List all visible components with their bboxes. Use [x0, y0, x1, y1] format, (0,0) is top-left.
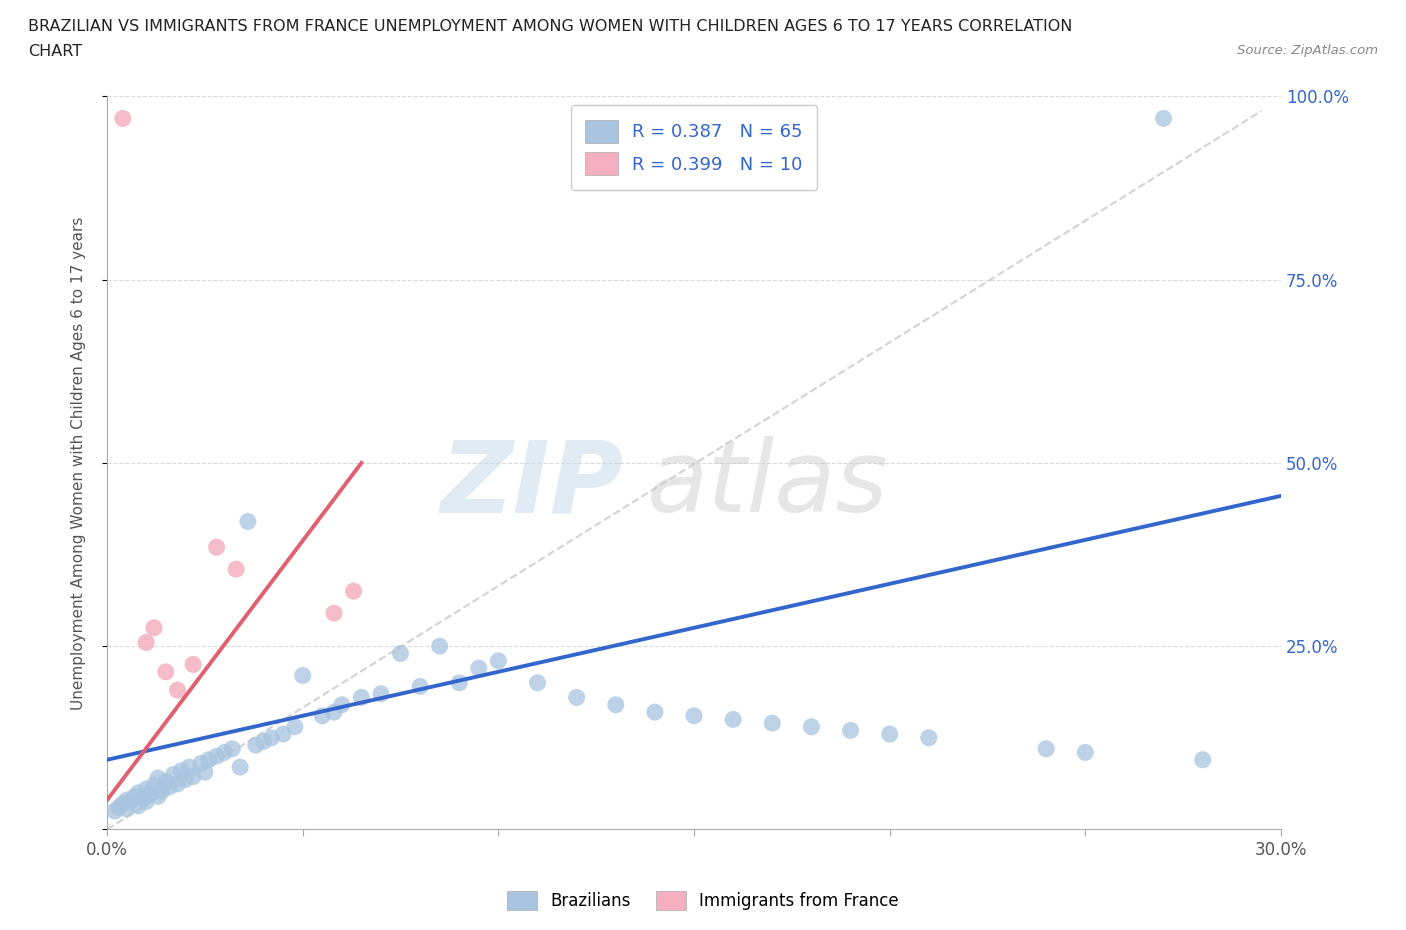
Point	[162, 767, 184, 782]
Point	[166, 777, 188, 791]
Point	[135, 781, 157, 796]
Point	[1074, 745, 1097, 760]
Point	[761, 716, 783, 731]
Point	[252, 734, 274, 749]
Point	[323, 705, 346, 720]
Text: ZIP: ZIP	[440, 436, 624, 534]
Point	[245, 737, 267, 752]
Text: Source: ZipAtlas.com: Source: ZipAtlas.com	[1237, 44, 1378, 57]
Point	[104, 804, 127, 818]
Point	[214, 745, 236, 760]
Point	[409, 679, 432, 694]
Point	[225, 562, 247, 577]
Point	[159, 779, 181, 794]
Point	[526, 675, 548, 690]
Point	[111, 111, 134, 126]
Point	[486, 654, 509, 669]
Point	[291, 668, 314, 683]
Legend: Brazilians, Immigrants from France: Brazilians, Immigrants from France	[501, 884, 905, 917]
Point	[1153, 111, 1175, 126]
Point	[342, 584, 364, 599]
Text: CHART: CHART	[28, 44, 82, 59]
Point	[150, 784, 173, 799]
Point	[800, 719, 823, 734]
Point	[143, 620, 166, 635]
Point	[155, 775, 177, 790]
Y-axis label: Unemployment Among Women with Children Ages 6 to 17 years: Unemployment Among Women with Children A…	[72, 216, 86, 710]
Point	[605, 698, 627, 712]
Legend: R = 0.387   N = 65, R = 0.399   N = 10: R = 0.387 N = 65, R = 0.399 N = 10	[571, 105, 817, 190]
Point	[1191, 752, 1213, 767]
Point	[229, 760, 252, 775]
Text: BRAZILIAN VS IMMIGRANTS FROM FRANCE UNEMPLOYMENT AMONG WOMEN WITH CHILDREN AGES : BRAZILIAN VS IMMIGRANTS FROM FRANCE UNEM…	[28, 19, 1073, 33]
Point	[236, 514, 259, 529]
Point	[166, 683, 188, 698]
Point	[221, 741, 243, 756]
Point	[271, 726, 294, 741]
Point	[181, 657, 204, 671]
Point	[155, 664, 177, 679]
Point	[1035, 741, 1057, 756]
Point	[370, 686, 392, 701]
Text: atlas: atlas	[647, 436, 889, 534]
Point	[135, 794, 157, 809]
Point	[683, 709, 706, 724]
Point	[143, 778, 166, 793]
Point	[918, 730, 941, 745]
Point	[115, 792, 138, 807]
Point	[146, 789, 169, 804]
Point	[323, 605, 346, 620]
Point	[127, 785, 149, 800]
Point	[181, 769, 204, 784]
Point	[115, 802, 138, 817]
Point	[429, 639, 451, 654]
Point	[127, 799, 149, 814]
Point	[170, 764, 193, 778]
Point	[721, 712, 744, 727]
Point	[194, 764, 217, 779]
Point	[260, 730, 283, 745]
Point	[311, 709, 333, 724]
Point	[131, 791, 153, 806]
Point	[330, 698, 353, 712]
Point	[174, 772, 197, 787]
Point	[644, 705, 666, 720]
Point	[389, 646, 412, 661]
Point	[198, 752, 221, 767]
Point	[120, 794, 142, 809]
Point	[879, 726, 901, 741]
Point	[111, 796, 134, 811]
Point	[124, 789, 146, 804]
Point	[284, 719, 307, 734]
Point	[139, 787, 162, 802]
Point	[179, 760, 201, 775]
Point	[190, 756, 212, 771]
Point	[205, 749, 228, 764]
Point	[565, 690, 588, 705]
Point	[449, 675, 471, 690]
Point	[146, 771, 169, 786]
Point	[135, 635, 157, 650]
Point	[350, 690, 373, 705]
Point	[839, 723, 862, 737]
Point	[108, 800, 131, 815]
Point	[468, 660, 491, 675]
Point	[205, 539, 228, 554]
